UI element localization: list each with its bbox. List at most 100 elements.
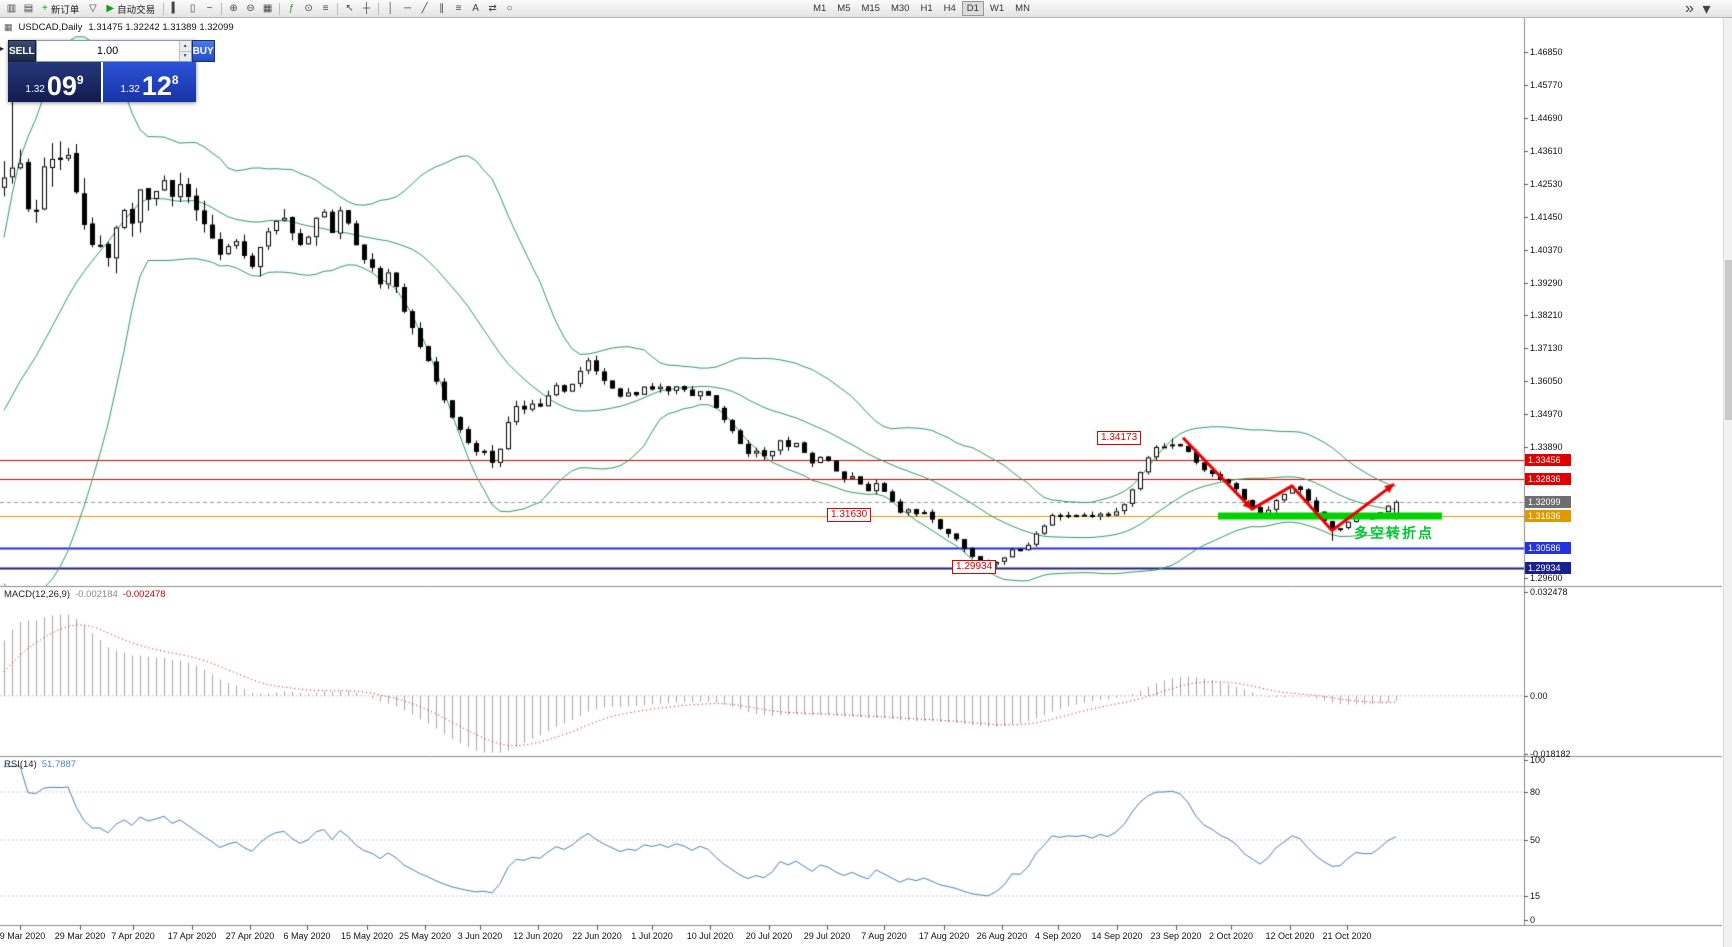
timeframe-m30-button[interactable]: M30: [890, 3, 910, 14]
toolbar-separator: [337, 2, 339, 15]
crosshair-icon[interactable]: ┼: [358, 1, 375, 16]
auto-trading-button[interactable]: ▶ 自动交易: [101, 1, 160, 16]
macd-value-main: -0.002184: [75, 589, 118, 600]
periods-icon[interactable]: ⊙: [300, 1, 317, 16]
trendline-icon[interactable]: ╱: [416, 1, 433, 16]
indicators-icon[interactable]: ƒ: [283, 1, 300, 16]
bars-chart-icon[interactable]: ▍: [167, 1, 184, 16]
timeframe-m1-button[interactable]: M1: [813, 3, 827, 14]
text-icon: A: [472, 2, 479, 14]
timeframe-h4-button[interactable]: H4: [943, 3, 956, 14]
toolbar-separator: [378, 2, 380, 15]
candles-chart-icon[interactable]: ▯: [184, 1, 201, 16]
toolbar-overflow-icon[interactable]: »: [1685, 0, 1694, 17]
new-order-button-label: 新订单: [50, 4, 80, 16]
filter-icon[interactable]: ▽: [84, 1, 101, 16]
timeframe-m5-button[interactable]: M5: [837, 3, 851, 14]
price-callout[interactable]: 1.34173: [1097, 430, 1142, 445]
line-chart-icon: ~: [206, 2, 213, 14]
line-chart-icon[interactable]: ~: [201, 1, 218, 16]
sell-price-display[interactable]: 1.32 09 9: [8, 62, 101, 102]
chart-ohlc-readout: ▦ USDCAD,Daily 1.31475 1.32242 1.31389 1…: [4, 22, 234, 33]
timeframe-h1-button[interactable]: H1: [920, 3, 933, 14]
vertical-line-icon[interactable]: │: [382, 1, 399, 16]
toolbar-left-group: ▥ ▤ + 新订单 ▽ ▶ 自动交易 ▍ ▯ ~ ⊕ ⊖ ▦ ƒ ⊙ ≡ ↖ ┼ │ ─ ╱ ∥ ≡ A ⇄ ○: [3, 1, 518, 16]
new-order-icon: +: [42, 2, 48, 14]
symbol-label: USDCAD,Daily: [18, 22, 83, 33]
toolbar-separator: [279, 2, 281, 15]
macd-name: MACD(12,26,9): [4, 589, 70, 600]
channel-icon[interactable]: ∥: [433, 1, 450, 16]
trade-panel-prices: 1.32 09 9 1.32 12 8: [8, 62, 196, 102]
sell-price-sup: 9: [76, 73, 84, 87]
buy-price-display[interactable]: 1.32 12 8: [103, 62, 196, 102]
macd-indicator-label: MACD(12,26,9) -0.002184 -0.002478: [4, 589, 166, 600]
scrollbar-thumb[interactable]: [1725, 260, 1732, 420]
fibonacci-icon[interactable]: ≡: [450, 1, 467, 16]
volume-spinner: ▲ ▼: [178, 41, 191, 61]
rsi-name: RSI(14): [4, 759, 37, 770]
shapes-icon[interactable]: ○: [501, 1, 518, 16]
new-order-button[interactable]: + 新订单: [37, 1, 84, 16]
toolbar-right-group: » ▾: [1681, 0, 1715, 18]
trade-panel-collapse-icon[interactable]: ▸: [0, 44, 5, 53]
toolbar-menu-icon[interactable]: ▾: [1702, 0, 1711, 18]
indicators-icon: ƒ: [288, 2, 295, 14]
profiles-icon[interactable]: ▤: [20, 1, 37, 16]
tile-windows-icon: ▦: [262, 2, 273, 14]
timeframe-w1-button[interactable]: W1: [989, 3, 1005, 14]
vertical-scrollbar[interactable]: [1723, 0, 1732, 947]
timeframe-d1-button[interactable]: D1: [961, 1, 984, 16]
volume-down-button[interactable]: ▼: [179, 51, 191, 61]
ohlc-values: 1.31475 1.32242 1.31389 1.32099: [88, 22, 234, 33]
volume-up-button[interactable]: ▲: [179, 41, 191, 52]
sell-price-big: 09: [46, 71, 77, 101]
timeframe-mn-button[interactable]: MN: [1015, 3, 1030, 14]
turning-point-label[interactable]: 多空转折点: [1354, 525, 1434, 541]
rsi-indicator-label: RSI(14) 51.7887: [4, 759, 76, 770]
auto-trading-icon: ▶: [106, 2, 115, 14]
crosshair-icon: ┼: [363, 2, 371, 14]
auto-trading-button-label: 自动交易: [117, 4, 156, 16]
sell-price-small: 1.32: [25, 84, 45, 95]
cursor-icon[interactable]: ↖: [341, 1, 358, 16]
buy-price-small: 1.32: [120, 84, 140, 95]
price-callout[interactable]: 1.31630: [827, 508, 872, 523]
templates-icon[interactable]: ≡: [317, 1, 334, 16]
zoom-in-icon: ⊕: [229, 2, 238, 14]
arrows-icon[interactable]: ⇄: [484, 1, 501, 16]
timeframe-toolbar: M1 M5 M15 M30 H1 H4 D1 W1 MN: [808, 1, 1035, 16]
horizontal-line-icon[interactable]: ─: [399, 1, 416, 16]
buy-price-sup: 8: [171, 73, 179, 87]
sell-button[interactable]: SELL: [8, 40, 36, 62]
new-chart-icon[interactable]: ▥: [3, 1, 20, 16]
one-click-trading-panel: SELL ▲ ▼ BUY 1.32 09 9 1.32 12 8: [8, 40, 215, 102]
volume-input[interactable]: [36, 41, 179, 61]
toolbar-separator: [163, 2, 165, 15]
zoom-out-icon[interactable]: ⊖: [242, 1, 259, 16]
horizontal-line-icon: ─: [404, 2, 412, 14]
trendline-icon: ╱: [421, 2, 428, 14]
arrows-icon: ⇄: [488, 2, 497, 14]
cursor-icon: ↖: [345, 2, 354, 14]
text-icon[interactable]: A: [467, 1, 484, 16]
shapes-icon: ○: [506, 2, 513, 14]
buy-button[interactable]: BUY: [191, 40, 215, 62]
tile-windows-icon[interactable]: ▦: [259, 1, 276, 16]
zoom-in-icon[interactable]: ⊕: [225, 1, 242, 16]
chart-symbol-icon: ▦: [4, 22, 13, 32]
price-callout[interactable]: 1.29934: [952, 559, 997, 574]
vertical-line-icon: │: [387, 2, 394, 14]
profiles-icon: ▤: [23, 2, 34, 14]
toolbar: ▥ ▤ + 新订单 ▽ ▶ 自动交易 ▍ ▯ ~ ⊕ ⊖ ▦ ƒ ⊙ ≡ ↖ ┼ │ ─ ╱ ∥ ≡ A ⇄ ○ M1 M5 M15 M…: [0, 0, 1732, 18]
zoom-out-icon: ⊖: [246, 2, 255, 14]
bars-chart-icon: ▍: [171, 2, 180, 14]
fibonacci-icon: ≡: [455, 2, 462, 14]
volume-box: ▲ ▼: [35, 40, 192, 62]
toolbar-separator: [221, 2, 223, 15]
timeframe-m15-button[interactable]: M15: [861, 3, 880, 14]
templates-icon: ≡: [322, 2, 329, 14]
buy-price-big: 12: [141, 71, 172, 101]
